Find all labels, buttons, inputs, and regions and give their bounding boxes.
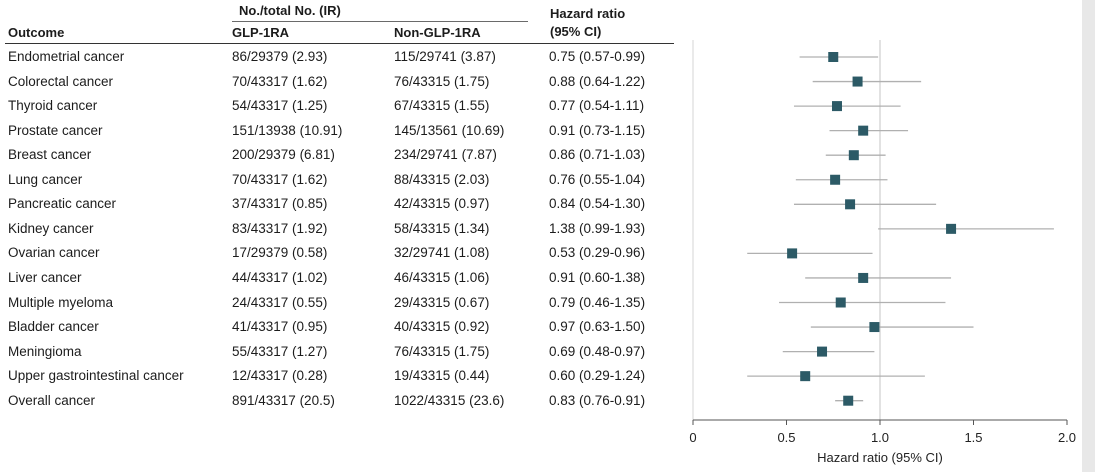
row-outcome: Pancreatic cancer [8, 196, 117, 212]
row-outcome: Prostate cancer [8, 122, 103, 138]
x-tick-label: 2.0 [1058, 430, 1076, 445]
row-glp-value: 37/43317 (0.85) [232, 196, 328, 212]
x-axis-label: Hazard ratio (95% CI) [817, 450, 943, 465]
hr-point-marker [835, 297, 846, 308]
row-hr-value: 0.86 (0.71-1.03) [549, 147, 646, 163]
row-glp-value: 55/43317 (1.27) [232, 343, 328, 359]
row-outcome: Ovarian cancer [8, 245, 100, 261]
hr-point-marker [830, 174, 841, 185]
row-glp-value: 24/43317 (0.55) [232, 294, 328, 310]
hr-point-marker [858, 272, 869, 283]
row-nonglp-value: 76/43315 (1.75) [394, 343, 490, 359]
row-outcome: Bladder cancer [8, 319, 99, 335]
row-outcome: Breast cancer [8, 147, 92, 163]
row-hr-value: 0.60 (0.29-1.24) [549, 368, 646, 384]
row-glp-value: 70/43317 (1.62) [232, 73, 328, 89]
hr-point-marker [852, 76, 863, 87]
row-glp-value: 83/43317 (1.92) [232, 220, 328, 236]
row-hr-value: 0.91 (0.60-1.38) [549, 269, 646, 285]
row-glp-value: 86/29379 (2.93) [232, 49, 328, 64]
row-hr-value: 0.84 (0.54-1.30) [549, 196, 646, 212]
hr-point-marker [828, 52, 839, 62]
row-nonglp-value: 76/43315 (1.75) [394, 73, 490, 89]
row-glp-value: 200/29379 (6.81) [232, 147, 335, 163]
hr-point-marker [858, 125, 869, 136]
x-tick-label: 0.5 [777, 430, 795, 445]
row-nonglp-value: 115/29741 (3.87) [394, 49, 496, 64]
x-tick-label: 1.0 [871, 430, 889, 445]
row-hr-value: 0.79 (0.46-1.35) [549, 294, 646, 310]
row-outcome: Liver cancer [8, 269, 82, 285]
row-hr-value: 0.75 (0.57-0.99) [549, 49, 646, 64]
row-hr-value: 1.38 (0.99-1.93) [549, 220, 646, 236]
hr-point-marker [843, 395, 854, 406]
hr-point-marker [869, 322, 880, 333]
row-nonglp-value: 42/43315 (0.97) [394, 196, 490, 212]
hr-point-marker [848, 150, 859, 161]
row-hr-value: 0.77 (0.54-1.11) [549, 98, 645, 114]
row-glp-value: 12/43317 (0.28) [232, 368, 328, 384]
row-glp-value: 891/43317 (20.5) [232, 392, 335, 408]
row-nonglp-value: 19/43315 (0.44) [394, 368, 490, 384]
hr-point-marker [787, 248, 798, 259]
row-nonglp-value: 58/43315 (1.34) [394, 220, 490, 236]
row-hr-value: 0.69 (0.48-0.97) [549, 343, 646, 359]
row-outcome: Endometrial cancer [8, 49, 125, 64]
x-tick-label: 1.5 [964, 430, 982, 445]
row-hr-value: 0.76 (0.55-1.04) [549, 171, 646, 187]
row-nonglp-value: 32/29741 (1.08) [394, 245, 490, 261]
row-outcome: Colorectal cancer [8, 73, 114, 89]
hr-point-marker [845, 199, 856, 210]
row-nonglp-value: 234/29741 (7.87) [394, 147, 497, 163]
hr-header-line2: (95% CI) [550, 24, 602, 39]
row-outcome: Multiple myeloma [8, 294, 114, 310]
row-nonglp-value: 29/43315 (0.67) [394, 294, 490, 310]
row-hr-value: 0.97 (0.63-1.50) [549, 319, 646, 335]
row-outcome: Overall cancer [8, 392, 96, 408]
group-header-rule [232, 21, 528, 22]
row-outcome: Kidney cancer [8, 220, 94, 236]
row-glp-value: 54/43317 (1.25) [232, 98, 328, 114]
nonglp-header: Non-GLP-1RA [394, 25, 481, 40]
row-outcome: Thyroid cancer [8, 98, 98, 114]
row-outcome: Meningioma [8, 343, 82, 359]
row-glp-value: 151/13938 (10.91) [232, 122, 343, 138]
hr-point-marker [817, 346, 828, 357]
row-nonglp-value: 67/43315 (1.55) [394, 98, 490, 114]
hr-point-marker [831, 101, 842, 112]
row-nonglp-value: 145/13561 (10.69) [394, 122, 505, 138]
row-glp-value: 70/43317 (1.62) [232, 171, 328, 187]
row-hr-value: 0.83 (0.76-0.91) [549, 392, 646, 408]
row-nonglp-value: 1022/43315 (23.6) [394, 392, 505, 408]
row-nonglp-value: 40/43315 (0.92) [394, 319, 490, 335]
hr-point-marker [800, 371, 811, 382]
group-header: No./total No. (IR) [239, 3, 341, 18]
x-tick-label: 0 [689, 430, 696, 445]
glp-header: GLP-1RA [232, 25, 290, 40]
right-edge-strip [1082, 0, 1095, 472]
header-bottom-rule [5, 43, 674, 44]
outcome-header: Outcome [8, 25, 65, 40]
row-hr-value: 0.53 (0.29-0.96) [549, 245, 646, 261]
row-hr-value: 0.88 (0.64-1.22) [549, 73, 646, 89]
row-outcome: Lung cancer [8, 171, 83, 187]
row-outcome: Upper gastrointestinal cancer [8, 368, 184, 384]
row-hr-value: 0.91 (0.73-1.15) [549, 122, 646, 138]
hr-header-line1: Hazard ratio [550, 6, 626, 21]
row-nonglp-value: 88/43315 (2.03) [394, 171, 490, 187]
row-glp-value: 44/43317 (1.02) [232, 269, 328, 285]
hr-point-marker [946, 223, 957, 234]
row-glp-value: 17/29379 (0.58) [232, 245, 328, 261]
row-nonglp-value: 46/43315 (1.06) [394, 269, 490, 285]
row-glp-value: 41/43317 (0.95) [232, 319, 328, 335]
